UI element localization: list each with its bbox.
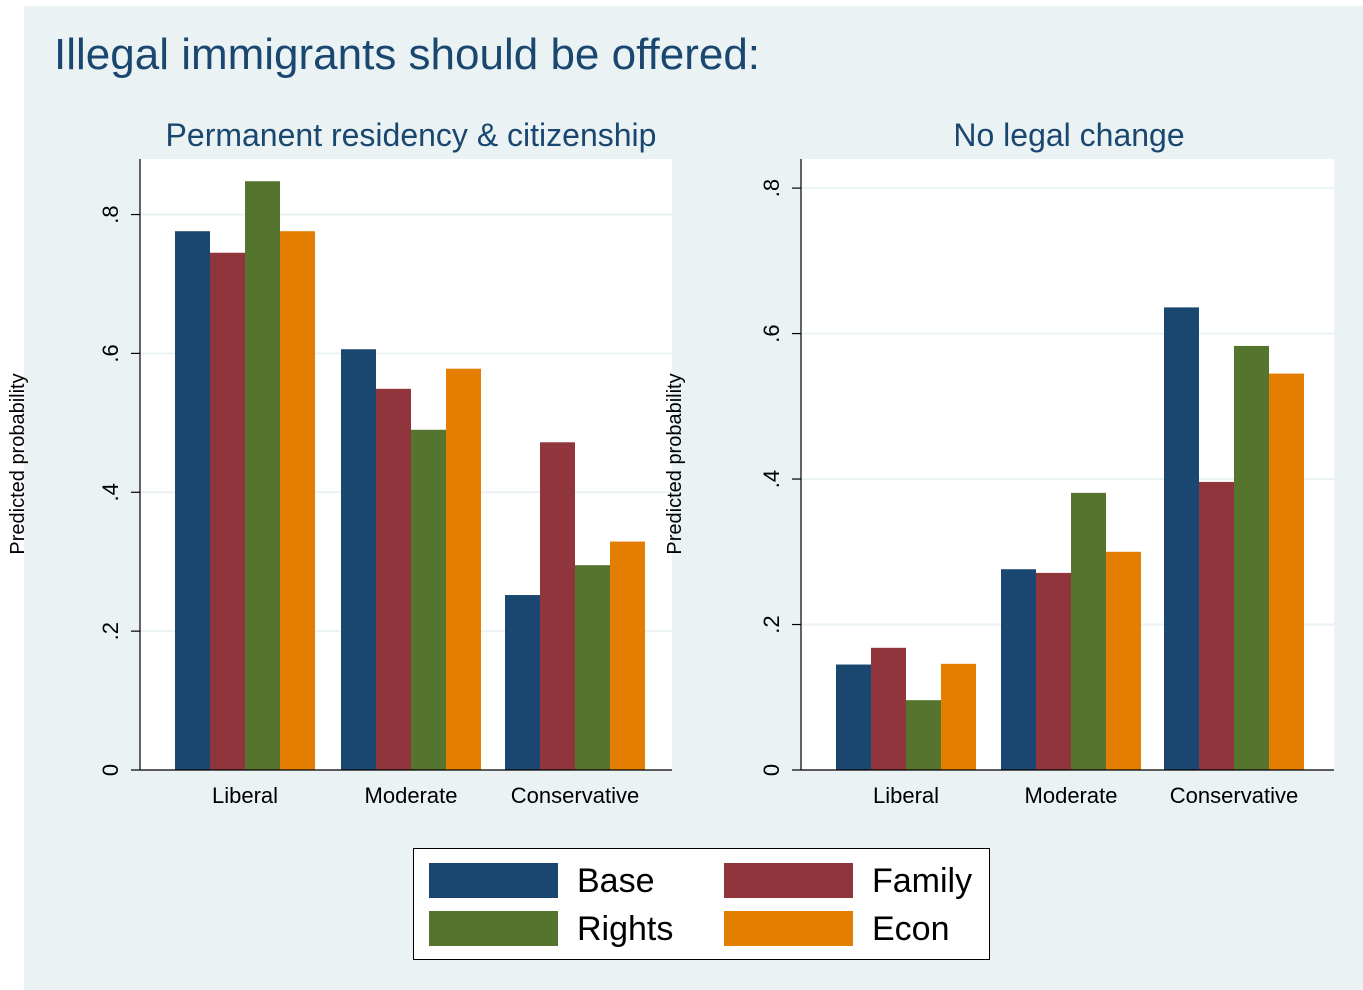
- y-axis-label: Predicted probability: [664, 373, 686, 554]
- bar-family-conservative: [540, 442, 575, 770]
- bar-econ-liberal: [941, 663, 976, 770]
- bar-rights-moderate: [411, 429, 446, 770]
- bar-base-liberal: [836, 664, 871, 770]
- y-tick-label: .2: [98, 622, 123, 640]
- panel-title-2: No legal change: [953, 117, 1184, 153]
- y-tick-label: .8: [759, 179, 784, 197]
- legend-label-econ: Econ: [872, 910, 950, 948]
- bar-base-liberal: [175, 231, 210, 770]
- x-tick-label-moderate: Moderate: [1025, 783, 1118, 808]
- x-tick-label-conservative: Conservative: [511, 783, 639, 808]
- bar-econ-liberal: [280, 231, 315, 770]
- bar-family-moderate: [1036, 572, 1071, 770]
- bar-base-moderate: [341, 349, 376, 770]
- bar-family-liberal: [871, 647, 906, 770]
- legend-swatch-base: [429, 863, 558, 898]
- panel-title-1: Permanent residency & citizenship: [166, 117, 657, 153]
- x-tick-label-conservative: Conservative: [1170, 783, 1298, 808]
- y-tick-label: .2: [759, 615, 784, 633]
- bar-base-conservative: [1164, 307, 1199, 770]
- bar-rights-moderate: [1071, 492, 1106, 770]
- bar-rights-liberal: [245, 181, 280, 770]
- bar-rights-liberal: [906, 700, 941, 770]
- bar-base-moderate: [1001, 569, 1036, 770]
- x-tick-label-moderate: Moderate: [365, 783, 458, 808]
- bar-econ-moderate: [1106, 551, 1141, 770]
- bar-base-conservative: [505, 595, 540, 770]
- legend-label-base: Base: [577, 862, 655, 900]
- legend-swatch-rights: [429, 911, 558, 946]
- bar-econ-conservative: [1269, 373, 1304, 770]
- y-axis-label: Predicted probability: [7, 373, 29, 554]
- y-tick-label: 0: [98, 764, 123, 776]
- bar-rights-conservative: [575, 565, 610, 770]
- bar-rights-conservative: [1234, 345, 1269, 770]
- legend-label-family: Family: [872, 862, 973, 900]
- legend-swatch-econ: [724, 911, 853, 946]
- x-tick-label-liberal: Liberal: [873, 783, 939, 808]
- legend: Base Family Rights Econ: [413, 848, 990, 960]
- y-tick-label: .4: [98, 483, 123, 501]
- legend-label-rights: Rights: [577, 910, 674, 948]
- y-tick-label: .6: [98, 344, 123, 362]
- legend-swatch-family: [724, 863, 853, 898]
- y-tick-label: .4: [759, 470, 784, 488]
- y-tick-label: 0: [759, 764, 784, 776]
- bar-family-liberal: [210, 252, 245, 770]
- bar-econ-moderate: [446, 368, 481, 770]
- bar-econ-conservative: [610, 541, 645, 770]
- y-tick-label: .6: [759, 324, 784, 342]
- x-tick-label-liberal: Liberal: [212, 783, 278, 808]
- y-tick-label: .8: [98, 205, 123, 223]
- main-title: Illegal immigrants should be offered:: [54, 30, 761, 79]
- bar-family-conservative: [1199, 481, 1234, 770]
- bar-family-moderate: [376, 388, 411, 770]
